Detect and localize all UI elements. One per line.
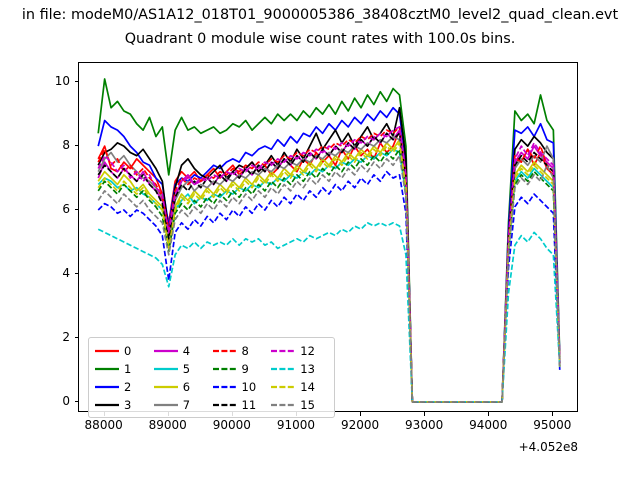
legend-line-swatch bbox=[212, 364, 238, 374]
x-axis-tick-label: 89000 bbox=[148, 418, 187, 432]
legend-line-swatch bbox=[212, 400, 238, 410]
y-axis-tick-label: 4 bbox=[62, 265, 70, 280]
x-axis-tick-label: 91000 bbox=[276, 418, 316, 432]
x-axis-tick-label: 92000 bbox=[340, 418, 380, 432]
legend-line-swatch bbox=[270, 346, 296, 356]
chart-title: Quadrant 0 module wise count rates with … bbox=[124, 31, 516, 47]
legend-line-swatch bbox=[153, 364, 179, 374]
y-axis-tick bbox=[74, 81, 78, 83]
x-axis-offset-label: +4.052e8 bbox=[518, 440, 578, 454]
y-axis-tick-label: 0 bbox=[62, 393, 70, 408]
series-line bbox=[97, 148, 561, 403]
legend-entry[interactable]: 9 bbox=[212, 360, 271, 378]
legend-label: 11 bbox=[241, 398, 257, 412]
figure-suptitle: in file: modeM0/AS1A12_018T01_9000005386… bbox=[21, 7, 619, 23]
legend-entry[interactable]: 10 bbox=[212, 378, 271, 396]
x-axis-tick-label: 93000 bbox=[405, 418, 444, 432]
series-line bbox=[97, 154, 561, 403]
x-axis-tick-label: 90000 bbox=[212, 418, 251, 432]
series-line bbox=[97, 170, 561, 403]
y-axis-tick-label: 8 bbox=[62, 138, 70, 153]
legend-entry[interactable]: 12 bbox=[270, 342, 329, 360]
legend-entry[interactable]: 5 bbox=[153, 360, 212, 378]
legend-entry[interactable]: 13 bbox=[270, 360, 329, 378]
legend-line-swatch bbox=[212, 382, 238, 392]
legend-label: 2 bbox=[124, 380, 132, 394]
legend-line-swatch bbox=[270, 364, 296, 374]
legend-line-swatch bbox=[153, 400, 179, 410]
legend-entry[interactable]: 11 bbox=[212, 396, 271, 414]
x-axis-tick-label: 94000 bbox=[469, 418, 508, 432]
legend-entry[interactable]: 8 bbox=[212, 342, 271, 360]
legend-entry[interactable]: 3 bbox=[94, 396, 153, 414]
legend-label: 12 bbox=[300, 344, 315, 358]
series-line bbox=[97, 126, 561, 403]
legend-line-swatch bbox=[270, 400, 296, 410]
legend-label: 6 bbox=[182, 380, 191, 394]
legend-label: 3 bbox=[124, 398, 132, 412]
series-lines bbox=[97, 78, 561, 403]
y-axis-tick bbox=[74, 145, 78, 147]
x-axis-tick-label: 95000 bbox=[533, 418, 572, 432]
legend-label: 9 bbox=[241, 362, 249, 376]
y-axis-tick bbox=[74, 272, 78, 275]
legend-label: 8 bbox=[241, 344, 249, 358]
legend-entry[interactable]: 1 bbox=[94, 360, 153, 378]
legend-label: 1 bbox=[124, 362, 132, 376]
legend-label: 7 bbox=[182, 398, 191, 412]
legend-line-swatch bbox=[94, 382, 120, 392]
legend-label: 4 bbox=[182, 344, 191, 358]
legend-label: 10 bbox=[241, 380, 257, 394]
legend-line-swatch bbox=[94, 364, 120, 374]
legend-line-swatch bbox=[153, 346, 179, 356]
y-axis-tick-label: 6 bbox=[62, 202, 70, 217]
x-axis-tick bbox=[360, 412, 362, 416]
y-axis-tick bbox=[74, 336, 78, 338]
y-axis-tick bbox=[74, 209, 78, 211]
legend-label: 5 bbox=[182, 362, 191, 376]
x-axis-tick bbox=[552, 412, 554, 416]
legend-label: 14 bbox=[300, 380, 315, 394]
x-axis-tick-label: 88000 bbox=[84, 418, 123, 432]
legend-label: 13 bbox=[300, 362, 315, 376]
x-axis-tick bbox=[488, 412, 490, 416]
legend-line-swatch bbox=[270, 382, 296, 392]
y-axis-tick bbox=[74, 400, 78, 402]
chart-legend[interactable]: 0 4 8 12 1 5 9 13 2 6 10 14 3 7 11 15 bbox=[88, 337, 335, 418]
legend-grid: 0 4 8 12 1 5 9 13 2 6 10 14 3 7 11 15 bbox=[94, 342, 329, 413]
legend-entry[interactable]: 15 bbox=[270, 396, 329, 414]
legend-line-swatch bbox=[94, 400, 120, 410]
legend-line-swatch bbox=[212, 346, 238, 356]
legend-entry[interactable]: 6 bbox=[153, 378, 212, 396]
series-line bbox=[97, 221, 561, 403]
x-axis-tick bbox=[424, 412, 426, 416]
y-axis-tick-label: 2 bbox=[62, 329, 70, 344]
legend-entry[interactable]: 14 bbox=[270, 378, 329, 396]
legend-label: 15 bbox=[300, 398, 315, 412]
legend-entry[interactable]: 4 bbox=[153, 342, 212, 360]
plot-surface bbox=[79, 63, 577, 411]
legend-entry[interactable]: 7 bbox=[153, 396, 212, 414]
legend-entry[interactable]: 2 bbox=[94, 378, 153, 396]
legend-label: 0 bbox=[124, 344, 132, 358]
legend-line-swatch bbox=[153, 382, 179, 392]
legend-line-swatch bbox=[94, 346, 120, 356]
series-line bbox=[97, 142, 561, 403]
legend-entry[interactable]: 0 bbox=[94, 342, 153, 360]
y-axis-tick-label: 10 bbox=[54, 74, 70, 89]
figure-suptitle-container: in file: modeM0/AS1A12_018T01_9000005386… bbox=[0, 4, 640, 26]
